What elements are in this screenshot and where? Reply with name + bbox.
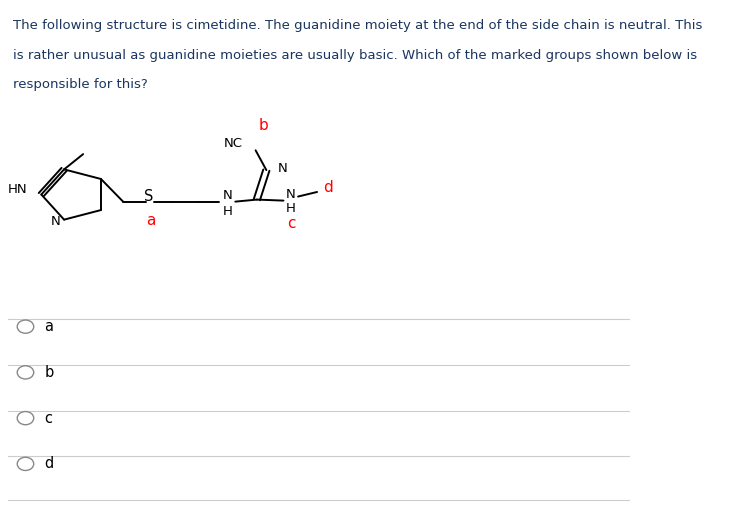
Text: H: H — [286, 202, 296, 215]
Text: c: c — [287, 216, 295, 231]
Text: N: N — [278, 161, 288, 175]
Text: HN: HN — [8, 183, 27, 196]
Text: NC: NC — [224, 137, 243, 150]
Text: S: S — [144, 189, 153, 204]
Text: b: b — [259, 119, 269, 133]
Text: H: H — [223, 205, 233, 218]
Text: d: d — [44, 456, 53, 471]
Text: N: N — [50, 215, 60, 228]
Text: a: a — [146, 214, 156, 228]
Text: The following structure is cimetidine. The guanidine moiety at the end of the si: The following structure is cimetidine. T… — [13, 19, 703, 32]
Text: N: N — [286, 188, 296, 200]
Text: b: b — [44, 365, 53, 380]
Text: c: c — [44, 411, 53, 426]
Text: N: N — [223, 189, 233, 202]
Text: responsible for this?: responsible for this? — [13, 78, 148, 91]
Text: a: a — [44, 319, 53, 334]
Text: d: d — [324, 180, 334, 195]
Text: is rather unusual as guanidine moieties are usually basic. Which of the marked g: is rather unusual as guanidine moieties … — [13, 49, 697, 62]
